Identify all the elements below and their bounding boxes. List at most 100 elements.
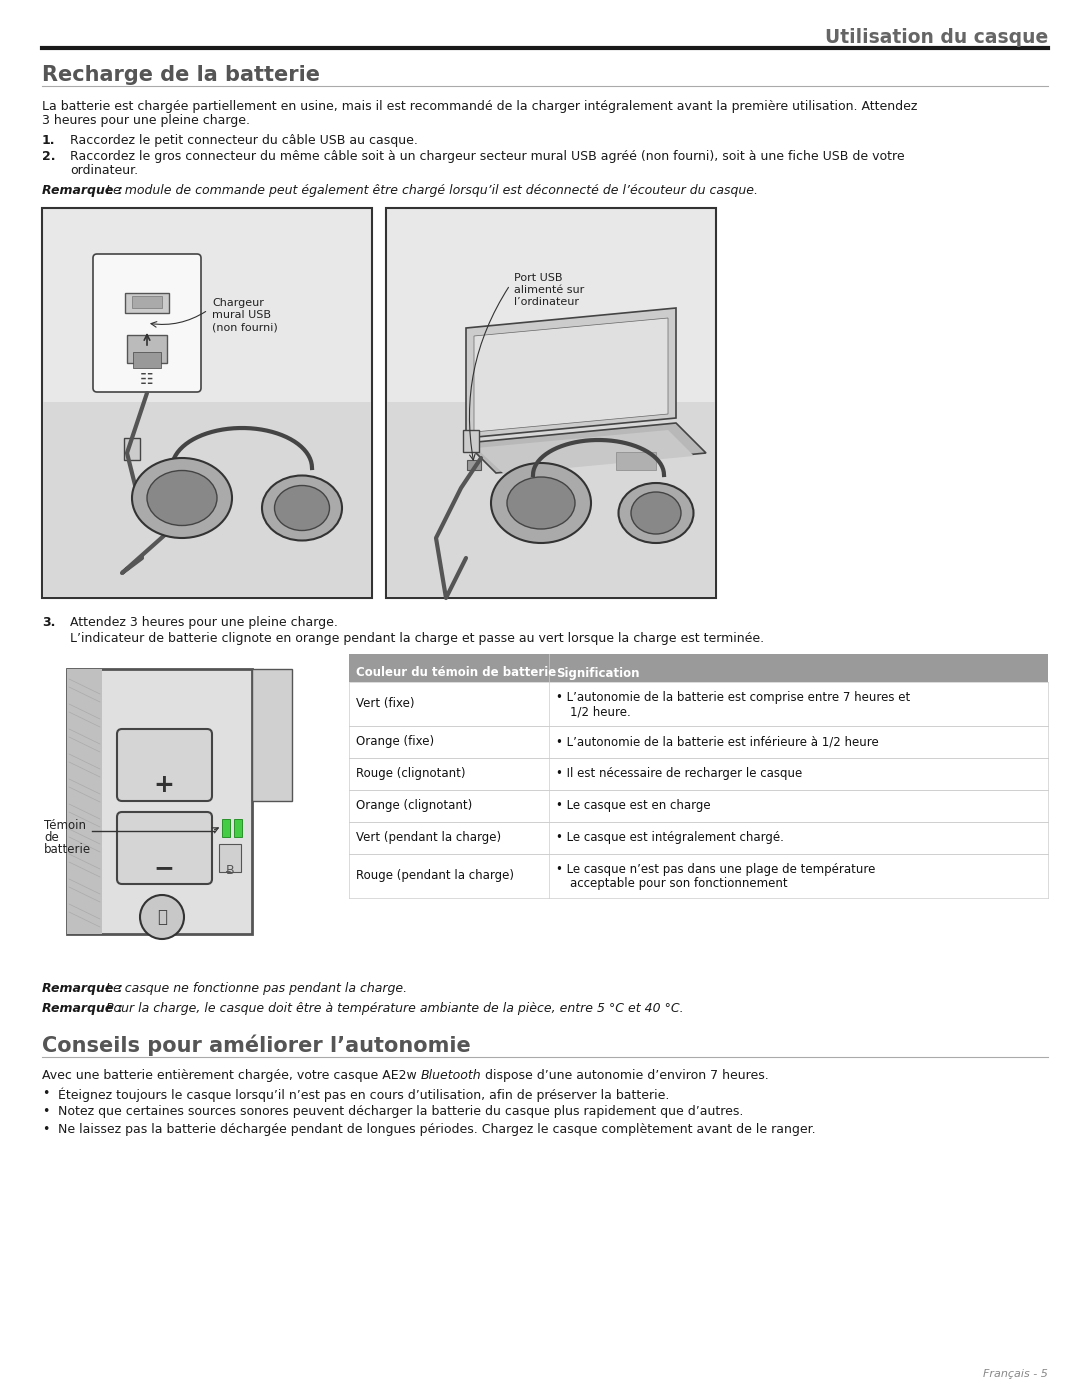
Ellipse shape	[619, 483, 693, 543]
Text: Rouge (clignotant): Rouge (clignotant)	[356, 767, 465, 781]
Text: Raccordez le petit connecteur du câble USB au casque.: Raccordez le petit connecteur du câble U…	[70, 134, 418, 147]
Bar	[349, 789, 1048, 821]
Bar	[349, 759, 1048, 789]
Text: (non fourni): (non fourni)	[212, 321, 278, 332]
Text: 3.: 3.	[42, 616, 55, 629]
Text: ordinateur.: ordinateur.	[70, 163, 138, 177]
Text: dispose d’une autonomie d’environ 7 heures.: dispose d’une autonomie d’environ 7 heur…	[482, 1069, 769, 1083]
Text: •: •	[42, 1123, 50, 1136]
Bar	[125, 293, 168, 313]
Polygon shape	[465, 307, 676, 439]
Bar	[349, 682, 1048, 726]
Text: Raccordez le gros connecteur du même câble soit à un chargeur secteur mural USB : Raccordez le gros connecteur du même câb…	[70, 149, 905, 163]
Text: • Le casque est intégralement chargé.: • Le casque est intégralement chargé.	[556, 831, 784, 845]
Text: +: +	[153, 773, 175, 798]
FancyBboxPatch shape	[117, 812, 212, 884]
Polygon shape	[474, 319, 669, 432]
Text: Vert (pendant la charge): Vert (pendant la charge)	[356, 831, 501, 845]
Bar	[43, 402, 372, 597]
Bar	[42, 208, 372, 598]
Text: • L’autonomie de la batterie est comprise entre 7 heures et: • L’autonomie de la batterie est compris…	[556, 690, 910, 704]
Ellipse shape	[491, 462, 591, 543]
Bar	[132, 296, 162, 307]
Text: • Le casque est en charge: • Le casque est en charge	[556, 799, 711, 813]
Text: Pour la charge, le casque doit être à température ambiante de la pièce, entre 5 : Pour la charge, le casque doit être à te…	[102, 1002, 684, 1016]
Bar	[67, 669, 252, 935]
Text: •: •	[42, 1105, 50, 1118]
Text: ⏻: ⏻	[157, 908, 167, 926]
Bar	[124, 439, 140, 460]
Text: Port USB: Port USB	[514, 272, 563, 284]
Bar	[463, 430, 480, 453]
Text: 1.: 1.	[42, 134, 55, 147]
Polygon shape	[465, 423, 706, 474]
Bar	[349, 854, 1048, 898]
FancyBboxPatch shape	[117, 729, 212, 800]
Text: Signification: Signification	[556, 666, 639, 679]
Text: • L’autonomie de la batterie est inférieure à 1/2 heure: • L’autonomie de la batterie est inférie…	[556, 735, 879, 749]
Text: Le casque ne fonctionne pas pendant la charge.: Le casque ne fonctionne pas pendant la c…	[102, 982, 407, 995]
Bar	[133, 352, 161, 367]
Ellipse shape	[274, 486, 329, 531]
Bar	[219, 844, 241, 872]
Bar	[222, 819, 230, 837]
Ellipse shape	[132, 458, 232, 538]
Text: Remarque :: Remarque :	[42, 184, 123, 197]
Bar	[349, 726, 1048, 759]
Text: •: •	[42, 1087, 50, 1099]
Text: Ne laissez pas la batterie déchargée pendant de longues périodes. Chargez le cas: Ne laissez pas la batterie déchargée pen…	[58, 1123, 815, 1136]
Text: Recharge de la batterie: Recharge de la batterie	[42, 66, 320, 85]
Text: L’indicateur de batterie clignote en orange pendant la charge et passe au vert l: L’indicateur de batterie clignote en ora…	[70, 631, 765, 645]
Text: Bluetooth: Bluetooth	[421, 1069, 482, 1083]
Text: La batterie est chargée partiellement en usine, mais il est recommandé de la cha: La batterie est chargée partiellement en…	[42, 101, 917, 113]
Text: Français - 5: Français - 5	[983, 1369, 1048, 1379]
Text: Le module de commande peut également être chargé lorsqu’il est déconnecté de l’é: Le module de commande peut également êtr…	[102, 184, 758, 197]
Circle shape	[140, 895, 184, 939]
Bar	[234, 819, 242, 837]
Text: • Il est nécessaire de recharger le casque: • Il est nécessaire de recharger le casq…	[556, 767, 802, 781]
Text: Vert (fixe): Vert (fixe)	[356, 697, 415, 711]
Text: Notez que certaines sources sonores peuvent décharger la batterie du casque plus: Notez que certaines sources sonores peuv…	[58, 1105, 743, 1118]
Text: Rouge (pendant la charge): Rouge (pendant la charge)	[356, 869, 514, 883]
Text: Remarque :: Remarque :	[42, 982, 123, 995]
Text: batterie: batterie	[44, 842, 91, 856]
Text: Attendez 3 heures pour une pleine charge.: Attendez 3 heures pour une pleine charge…	[70, 616, 338, 629]
Text: ☷: ☷	[140, 373, 153, 387]
Text: Témoin: Témoin	[44, 819, 86, 833]
Ellipse shape	[631, 492, 681, 534]
Text: Orange (fixe): Orange (fixe)	[356, 735, 434, 749]
FancyBboxPatch shape	[93, 254, 201, 393]
Text: Éteignez toujours le casque lorsqu’il n’est pas en cours d’utilisation, afin de : Éteignez toujours le casque lorsqu’il n’…	[58, 1087, 670, 1101]
Bar	[349, 821, 1048, 854]
Text: Orange (clignotant): Orange (clignotant)	[356, 799, 472, 813]
Bar	[387, 402, 715, 597]
Text: acceptable pour son fonctionnement: acceptable pour son fonctionnement	[570, 877, 787, 890]
Bar	[616, 453, 656, 469]
Text: Conseils pour améliorer l’autonomie: Conseils pour améliorer l’autonomie	[42, 1034, 471, 1056]
Text: Ƀ: Ƀ	[226, 863, 234, 877]
Bar	[467, 460, 481, 469]
Text: Avec une batterie entièrement chargée, votre casque AE2w: Avec une batterie entièrement chargée, v…	[42, 1069, 421, 1083]
Text: l’ordinateur: l’ordinateur	[514, 298, 579, 307]
Bar	[386, 208, 716, 598]
Text: −: −	[153, 856, 175, 880]
Ellipse shape	[147, 471, 217, 525]
Text: mural USB: mural USB	[212, 310, 271, 320]
Bar	[67, 669, 102, 935]
Text: Couleur du témoin de batterie: Couleur du témoin de batterie	[356, 666, 556, 679]
Text: alimenté sur: alimenté sur	[514, 285, 584, 295]
Bar	[42, 654, 337, 964]
Text: 1/2 heure.: 1/2 heure.	[570, 705, 631, 718]
Text: Utilisation du casque: Utilisation du casque	[825, 28, 1048, 47]
Text: 3 heures pour une pleine charge.: 3 heures pour une pleine charge.	[42, 115, 249, 127]
Text: 2.: 2.	[42, 149, 55, 163]
Text: • Le casque n’est pas dans une plage de température: • Le casque n’est pas dans une plage de …	[556, 862, 876, 876]
Polygon shape	[476, 430, 694, 474]
Bar	[349, 654, 1048, 682]
Ellipse shape	[507, 476, 575, 529]
Ellipse shape	[262, 475, 342, 541]
Bar	[252, 669, 292, 800]
Text: Remarque :: Remarque :	[42, 1002, 123, 1016]
Bar	[127, 335, 167, 363]
Text: de: de	[44, 831, 58, 844]
